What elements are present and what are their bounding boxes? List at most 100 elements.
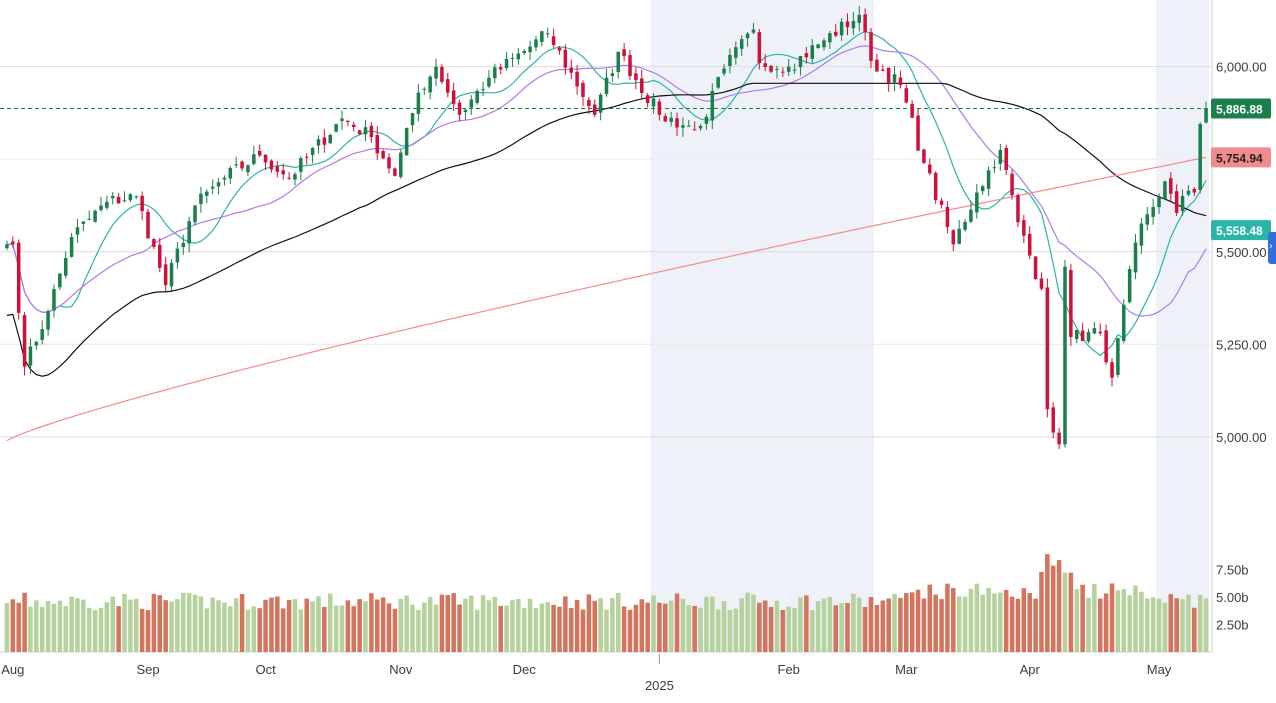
candle-body — [728, 54, 732, 67]
candle-body — [610, 73, 615, 76]
candle-body — [1139, 223, 1144, 246]
candle-body — [516, 53, 521, 60]
candle-body — [1039, 278, 1044, 289]
candle-body — [269, 160, 274, 170]
volume-bar — [439, 594, 445, 652]
volume-bar — [845, 603, 850, 652]
scroll-right-button[interactable]: › — [1268, 232, 1276, 264]
candle-body — [692, 129, 697, 131]
candle-body — [1110, 362, 1114, 378]
candle-body — [22, 315, 27, 367]
candle-body — [81, 221, 86, 224]
volume-bar — [762, 600, 768, 652]
price-tag-1 — [1211, 147, 1271, 168]
volume-bar — [909, 592, 915, 652]
volume-bar — [645, 602, 650, 652]
candle-body — [1080, 330, 1085, 341]
candle-body — [681, 125, 685, 128]
candle-body — [1145, 214, 1150, 225]
candle-body — [704, 116, 709, 124]
candle-body — [757, 32, 762, 63]
volume-bar — [69, 596, 74, 652]
volume-bar — [10, 599, 16, 652]
volume-bar — [45, 601, 51, 652]
candle-body — [1122, 304, 1126, 341]
candle-body — [510, 57, 515, 59]
volume-bar — [469, 595, 474, 652]
candle-body — [592, 104, 597, 115]
volume-bar — [657, 602, 662, 652]
candle-body — [528, 46, 532, 53]
candle-body — [798, 56, 803, 68]
candle-body — [628, 55, 632, 77]
volume-bar — [380, 597, 386, 652]
candle-body — [1069, 269, 1073, 337]
volume-bar — [698, 607, 703, 652]
volume-bar — [1192, 607, 1197, 652]
candle-body — [634, 73, 638, 81]
volume-bar — [304, 598, 309, 652]
volume-bar — [1168, 594, 1174, 652]
volume-bar — [110, 596, 116, 652]
candle-body — [916, 115, 920, 151]
volume-bar — [451, 593, 456, 652]
volume-bar — [286, 599, 292, 652]
volume-bar — [892, 594, 897, 652]
volume-bar — [786, 606, 791, 652]
volume-bar — [1162, 602, 1168, 652]
candle-body — [751, 29, 756, 33]
volume-bar — [710, 596, 715, 652]
candle-body — [287, 177, 291, 179]
candle-body — [892, 74, 897, 83]
candle-body — [410, 113, 415, 126]
x-tick-label-8: May — [1147, 662, 1172, 677]
volume-bar — [1039, 571, 1044, 652]
candle-body — [575, 71, 579, 87]
volume-bar — [486, 600, 492, 652]
candle-body — [58, 273, 62, 288]
volume-bar — [945, 583, 950, 652]
volume-bar — [551, 604, 556, 652]
candle-body — [657, 101, 662, 115]
candle-body — [1074, 329, 1079, 340]
candle-body — [534, 39, 538, 48]
candle-body — [393, 168, 397, 176]
volume-bar — [269, 597, 274, 652]
volume-bar — [904, 593, 909, 652]
candle-body — [792, 69, 797, 71]
candle-body — [440, 66, 444, 82]
x-tick-label-6: Mar — [895, 662, 918, 677]
volume-bar — [545, 602, 550, 652]
candle-body — [986, 170, 991, 189]
candle-body — [998, 149, 1003, 164]
volume-bar — [163, 600, 168, 652]
volume-bar — [674, 593, 680, 652]
volume-bar — [898, 597, 903, 652]
y-tick-label-3: 5,000.00 — [1216, 430, 1267, 445]
volume-bar — [833, 605, 839, 652]
volume-bar — [57, 600, 63, 652]
candle-body — [281, 170, 285, 175]
volume-bar — [516, 599, 521, 652]
volume-bar — [316, 596, 321, 652]
candle-body — [951, 230, 956, 245]
candle-body — [334, 124, 338, 132]
volume-bar — [721, 600, 727, 652]
volume-bar — [921, 598, 927, 652]
volume-bar — [1062, 572, 1068, 652]
candle-body — [1169, 178, 1173, 194]
moving-average-line-3 — [6, 156, 1207, 442]
volume-bar — [480, 595, 486, 652]
candle-body — [722, 68, 726, 74]
volume-bar — [457, 604, 462, 652]
shaded-region-1 — [1156, 0, 1209, 652]
volume-bar — [851, 593, 856, 652]
candle-body — [257, 150, 262, 156]
candle-body — [93, 210, 97, 222]
volume-bar — [374, 599, 380, 652]
candle-body — [640, 78, 644, 93]
volume-bar — [98, 607, 104, 652]
candle-body — [963, 221, 967, 230]
